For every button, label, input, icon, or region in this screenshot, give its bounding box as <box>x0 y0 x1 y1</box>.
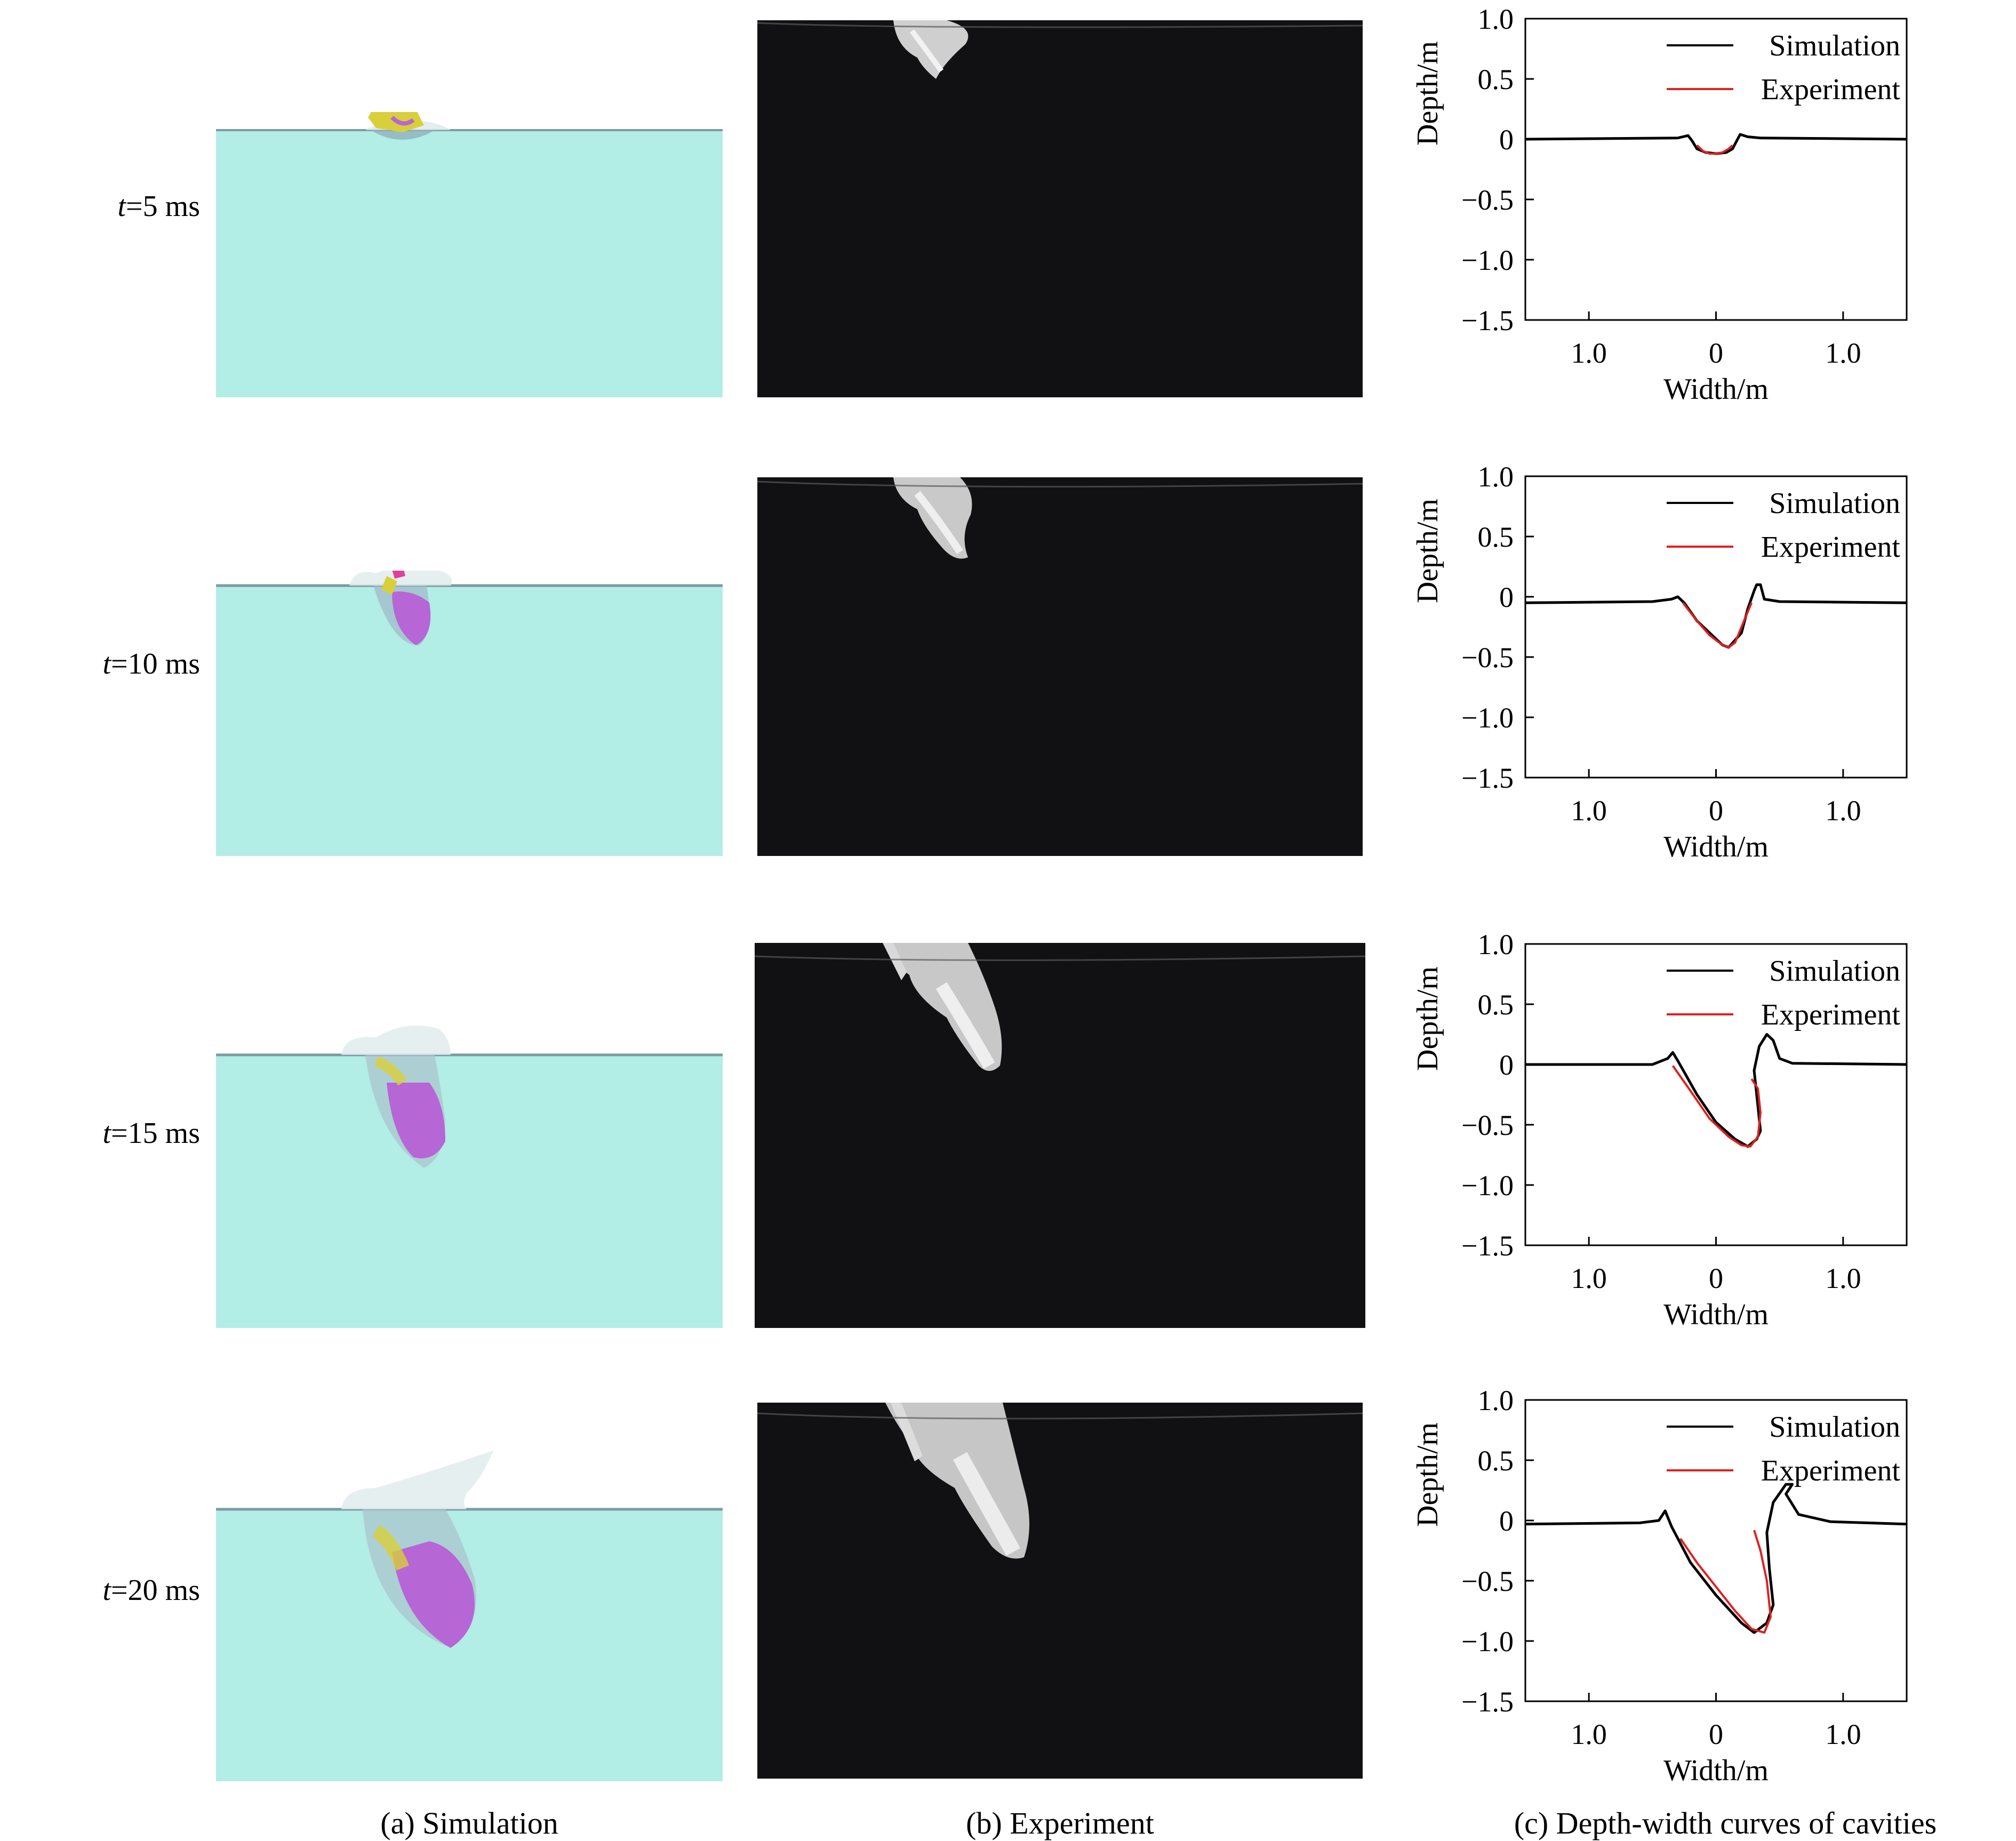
series-line-experiment <box>1679 1530 1772 1634</box>
simulation-render <box>216 565 723 856</box>
simulation-panel-15ms <box>216 1013 723 1328</box>
x-axis-label: Width/m <box>1663 1298 1769 1331</box>
legend-label-experiment: Experiment <box>1761 73 1901 106</box>
legend-label-experiment: Experiment <box>1761 1454 1901 1487</box>
x-axis-label: Width/m <box>1663 1754 1769 1787</box>
x-axis-label: Width/m <box>1663 830 1769 863</box>
y-tick-label: −0.5 <box>1461 184 1514 216</box>
experiment-render <box>757 20 1363 79</box>
y-tick-label: −0.5 <box>1461 642 1514 674</box>
x-tick-label: 1.0 <box>1571 795 1607 827</box>
time-label-15ms: t=15 ms <box>102 1117 200 1150</box>
simulation-render <box>216 1025 723 1328</box>
x-tick-label: 0 <box>1709 1262 1723 1294</box>
experiment-photo-20ms <box>757 1403 1363 1779</box>
x-tick-label: 1.0 <box>1825 1718 1861 1750</box>
y-axis-label: Depth/m <box>1411 1422 1444 1527</box>
simulation-panel-10ms <box>216 565 723 856</box>
simulation-render <box>216 1451 723 1781</box>
x-tick-label: 1.0 <box>1825 1262 1861 1294</box>
y-tick-label: 1.0 <box>1478 1384 1514 1416</box>
series-line-simulation <box>1525 133 1907 155</box>
legend-label-simulation: Simulation <box>1769 1411 1900 1444</box>
y-tick-label: 0.5 <box>1478 1445 1514 1477</box>
x-tick-label: 1.0 <box>1571 337 1607 369</box>
plot-frame <box>1524 1399 1908 1702</box>
y-tick-label: −1.5 <box>1461 305 1514 337</box>
y-tick-label: −0.5 <box>1461 1109 1514 1141</box>
x-axis-label: Width/m <box>1663 373 1769 406</box>
y-tick-label: −1.0 <box>1461 702 1514 734</box>
x-tick-label: 1.0 <box>1825 337 1861 369</box>
y-axis-label: Depth/m <box>1411 41 1444 146</box>
plot-frame <box>1524 475 1908 779</box>
y-tick-label: 0 <box>1499 581 1514 613</box>
plot-frame <box>1524 943 1908 1246</box>
simulation-panel-20ms <box>216 1445 723 1781</box>
series-line-experiment <box>1696 144 1733 155</box>
legend-label-simulation: Simulation <box>1769 487 1900 520</box>
y-tick-label: 1.0 <box>1478 928 1514 960</box>
legend-label-simulation: Simulation <box>1769 955 1900 988</box>
y-tick-label: −1.0 <box>1461 244 1514 276</box>
x-tick-label: 0 <box>1709 795 1723 827</box>
depth-width-chart-5ms: 1.0 0.5 0 −0.5 −1.0 −1.5 1.0 0 1.0 Width/m Depth/m… <box>1371 0 2016 427</box>
experiment-render <box>757 1403 1363 1559</box>
legend-label-experiment: Experiment <box>1761 998 1901 1031</box>
y-tick-label: 0.5 <box>1478 63 1514 95</box>
experiment-photo-5ms <box>757 20 1363 397</box>
series-line-simulation <box>1525 1033 1907 1148</box>
x-tick-label: 1.0 <box>1571 1718 1607 1750</box>
y-tick-label: 1.0 <box>1478 3 1514 35</box>
y-tick-label: 0.5 <box>1478 521 1514 553</box>
legend-label-simulation: Simulation <box>1769 29 1900 62</box>
y-tick-label: −1.5 <box>1461 1686 1514 1718</box>
experiment-photo-10ms <box>757 477 1363 856</box>
series-line-experiment <box>1682 602 1753 649</box>
y-tick-label: 0.5 <box>1478 989 1514 1021</box>
x-tick-label: 0 <box>1709 1718 1723 1750</box>
y-tick-label: 1.0 <box>1478 461 1514 493</box>
legend-label-experiment: Experiment <box>1761 531 1901 564</box>
plot-frame <box>1524 18 1908 321</box>
experiment-render <box>754 943 1366 1071</box>
x-tick-label: 0 <box>1709 337 1723 369</box>
y-tick-label: −1.5 <box>1461 1230 1514 1262</box>
caption-simulation: (a) Simulation <box>380 1806 558 1840</box>
experiment-photo-15ms <box>754 943 1366 1328</box>
simulation-render <box>216 35 723 397</box>
y-tick-label: −1.0 <box>1461 1170 1514 1202</box>
series-line-simulation <box>1525 1483 1907 1634</box>
y-axis-label: Depth/m <box>1411 966 1444 1071</box>
y-axis-label: Depth/m <box>1411 499 1444 603</box>
depth-width-chart-15ms: 1.0 0.5 0 −0.5 −1.0 −1.5 1.0 0 1.0 Width/m Depth/m… <box>1371 925 2016 1352</box>
x-tick-label: 1.0 <box>1825 795 1861 827</box>
depth-width-chart-20ms: 1.0 0.5 0 −0.5 −1.0 −1.5 1.0 0 1.0 Width/m Depth/m… <box>1371 1381 2016 1808</box>
y-tick-label: 0 <box>1499 1049 1514 1081</box>
time-label-10ms: t=10 ms <box>102 647 200 681</box>
y-tick-label: 0 <box>1499 124 1514 156</box>
simulation-panel-5ms <box>216 35 723 397</box>
series-line-simulation <box>1525 583 1907 649</box>
y-tick-label: 0 <box>1499 1505 1514 1537</box>
series-line-experiment <box>1671 1065 1762 1148</box>
caption-depth-width-curves: (c) Depth-width curves of cavities <box>1514 1806 1937 1840</box>
y-tick-label: −1.0 <box>1461 1626 1514 1658</box>
experiment-render <box>757 477 1363 559</box>
time-label-20ms: t=20 ms <box>102 1574 200 1607</box>
y-tick-label: −0.5 <box>1461 1565 1514 1597</box>
depth-width-chart-10ms: 1.0 0.5 0 −0.5 −1.0 −1.5 1.0 0 1.0 Width/m Depth/m… <box>1371 458 2016 884</box>
y-tick-label: −1.5 <box>1461 762 1514 794</box>
caption-experiment: (b) Experiment <box>966 1806 1154 1840</box>
time-label-5ms: t=5 ms <box>117 190 200 223</box>
x-tick-label: 1.0 <box>1571 1262 1607 1294</box>
